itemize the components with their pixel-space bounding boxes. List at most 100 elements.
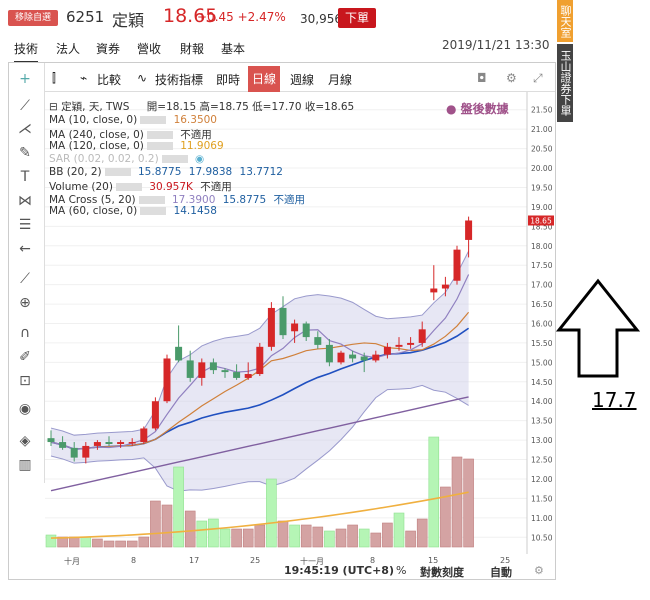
camera-icon[interactable]: ◘ <box>477 71 487 85</box>
volume-bar <box>266 478 277 548</box>
candle-body <box>117 442 125 444</box>
trendline-icon[interactable]: ⟋ <box>20 98 30 114</box>
candle-body <box>128 442 136 444</box>
tab-institutional[interactable]: 法人 <box>56 42 81 56</box>
annotation-label: 17.7 <box>592 388 637 412</box>
unlock-icon[interactable]: ⊡ <box>19 373 31 389</box>
compare-button[interactable]: 比較 <box>97 73 122 87</box>
legend-controls-ma10[interactable] <box>140 116 167 124</box>
candle-body <box>233 372 241 378</box>
trash-icon[interactable]: ▥ <box>18 457 32 473</box>
legend-macross[interactable]: MA Cross (5, 20) 17.3900 15.8775 不適用 <box>49 192 305 207</box>
fib-icon[interactable]: ☰ <box>18 217 32 233</box>
percent-toggle[interactable]: % <box>396 564 407 577</box>
y-tick-label: 12.00 <box>531 475 553 484</box>
chatroom-tab[interactable]: 聊天室 <box>557 0 573 42</box>
volume-bar <box>289 524 300 548</box>
sar-visibility-icon[interactable]: ◉ <box>195 153 205 165</box>
indicators-icon[interactable]: ∿ <box>137 71 148 85</box>
stock-price: 18.65 <box>163 5 218 27</box>
volume-bar <box>115 540 126 548</box>
ruler-icon[interactable]: ⟋ <box>20 271 30 287</box>
x-tick-nov: 十一月 <box>300 557 324 566</box>
candle-body <box>163 358 171 402</box>
volume-bar <box>370 532 382 548</box>
layers-icon[interactable]: ◈ <box>19 433 31 449</box>
ma120-value: 11.9069 <box>180 140 224 152</box>
brush-icon[interactable]: ✎ <box>19 145 31 161</box>
y-tick-label: 20.50 <box>531 145 553 154</box>
legend-controls-ma120[interactable] <box>146 142 173 150</box>
update-datetime: 2019/11/21 13:30 <box>442 38 550 52</box>
candle-body <box>140 428 148 443</box>
compare-icon[interactable]: ⌁ <box>80 71 88 85</box>
legend-controls-volume[interactable] <box>115 183 142 191</box>
legend-ma60[interactable]: MA (60, close, 0) 14.1458 <box>49 205 217 217</box>
ma60-value: 14.1458 <box>173 205 217 217</box>
volume-bar <box>300 524 312 548</box>
candle-body <box>47 438 55 443</box>
macross-ma5-value: 17.3900 <box>171 194 216 206</box>
volume-bar <box>382 522 393 548</box>
tab-margin[interactable]: 資券 <box>96 42 121 56</box>
ma10-value: 16.3500 <box>173 114 217 126</box>
daily-button[interactable]: 日線 <box>248 66 281 92</box>
y-tick-label: 21.50 <box>531 106 553 115</box>
indicators-button[interactable]: 技術指標 <box>155 73 204 87</box>
legend-ma240[interactable]: MA (240, close, 0) 不適用 <box>49 127 212 142</box>
volume-label: Volume (20) <box>49 181 113 193</box>
magnet-icon[interactable]: ∩ <box>19 325 31 341</box>
tab-technical[interactable]: 技術 <box>14 40 39 63</box>
candle-body <box>372 354 380 361</box>
tab-revenue[interactable]: 營收 <box>137 42 162 56</box>
volume-value: 30.957K <box>149 181 193 193</box>
volume-bar <box>451 456 463 548</box>
candle-body <box>407 342 415 345</box>
eye-icon[interactable]: ◉ <box>18 401 32 417</box>
pattern-icon[interactable]: ⋈ <box>18 193 32 209</box>
status-time: 19:45:19 (UTC+8) <box>284 564 394 577</box>
legend-ma10[interactable]: MA (10, close, 0) 16.3500 <box>49 114 217 126</box>
back-arrow-icon[interactable]: ← <box>19 241 31 257</box>
y-axis-bg <box>527 92 555 554</box>
legend-controls-bb[interactable] <box>104 168 131 176</box>
candle-type-icon[interactable]: ⫿ <box>52 71 56 85</box>
legend-sar[interactable]: SAR (0.02, 0.02, 0.2) ◉ <box>49 153 204 165</box>
settings-gear-icon[interactable]: ⚙ <box>534 564 544 577</box>
legend-controls-ma240[interactable] <box>146 131 173 139</box>
candle-body <box>279 307 287 336</box>
gear-icon[interactable]: ⚙ <box>506 71 517 85</box>
order-button[interactable]: 下單 <box>338 8 376 28</box>
legend-bb[interactable]: BB (20, 2) 15.8775 17.9838 13.7712 <box>49 166 283 178</box>
text-icon[interactable]: T <box>20 169 30 185</box>
remove-watchlist-button[interactable]: 移除自選 <box>8 10 58 26</box>
crosshair-icon[interactable]: + <box>19 71 31 87</box>
tab-basic[interactable]: 基本 <box>221 42 246 56</box>
y-tick-label: 15.50 <box>531 339 553 348</box>
weekly-button[interactable]: 週線 <box>290 73 315 87</box>
y-tick-label: 14.00 <box>531 397 553 406</box>
legend-main[interactable]: ⊟ 定穎, 天, TWS 開=18.15 高=18.75 低=17.70 收=1… <box>49 99 354 114</box>
auto-scale-toggle[interactable]: 自動 <box>490 566 512 579</box>
broker-order-tab[interactable]: 玉山證券下單 <box>557 44 573 122</box>
realtime-button[interactable]: 即時 <box>216 73 241 87</box>
y-tick-label: 11.00 <box>531 514 553 523</box>
legend-volume[interactable]: Volume (20) 30.957K 不適用 <box>49 179 232 194</box>
pitchfork-icon[interactable]: ⋌ <box>18 121 32 137</box>
legend-controls-macross[interactable] <box>138 196 165 204</box>
after-hours-label[interactable]: ● 盤後數據 <box>446 102 509 116</box>
candle-body <box>175 346 183 361</box>
fullscreen-icon[interactable]: ⤢ <box>533 71 543 85</box>
legend-controls-sar[interactable] <box>161 155 188 163</box>
lock-drawing-icon[interactable]: ✐ <box>19 349 31 365</box>
zoom-in-icon[interactable]: ⊕ <box>19 295 31 311</box>
legend-controls-ma60[interactable] <box>140 207 167 215</box>
bb-upper-value: 17.9838 <box>188 166 233 178</box>
candle-body <box>151 401 159 429</box>
candle-body <box>186 360 194 378</box>
y-tick-label: 17.50 <box>531 261 553 270</box>
tab-financials[interactable]: 財報 <box>180 42 205 56</box>
monthly-button[interactable]: 月線 <box>328 73 353 87</box>
legend-ma120[interactable]: MA (120, close, 0) 11.9069 <box>49 140 224 152</box>
log-scale-toggle[interactable]: 對數刻度 <box>420 566 464 579</box>
